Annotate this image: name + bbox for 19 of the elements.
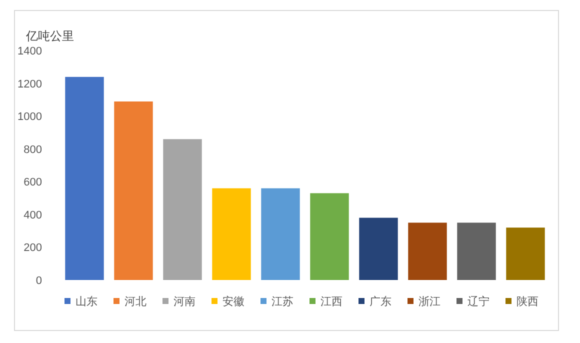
- x-tick-label: 河北: [124, 295, 146, 308]
- y-tick-label: 1400: [18, 46, 42, 58]
- y-tick-label: 1000: [18, 111, 42, 124]
- y-tick-label: 0: [36, 275, 42, 287]
- y-tick-label: 1200: [18, 78, 42, 90]
- x-tick-label: 江西: [320, 296, 342, 308]
- x-tick-label: 江苏: [272, 295, 294, 308]
- x-tick-label: 浙江: [418, 295, 440, 308]
- x-tick-label: 广东: [370, 295, 392, 308]
- y-tick-label: 400: [24, 209, 42, 222]
- x-tick-label: 山东: [76, 295, 98, 308]
- y-axis-title: 亿吨公里: [25, 29, 74, 43]
- x-tick-label: 辽宁: [468, 295, 490, 308]
- y-tick-label: 200: [24, 242, 42, 254]
- x-tick-label: 陕西: [516, 296, 538, 308]
- y-tick-label: 800: [24, 144, 42, 156]
- x-tick-label: 河南: [174, 295, 196, 308]
- x-tick-label: 安徽: [222, 295, 244, 308]
- y-tick-label: 600: [24, 176, 42, 189]
